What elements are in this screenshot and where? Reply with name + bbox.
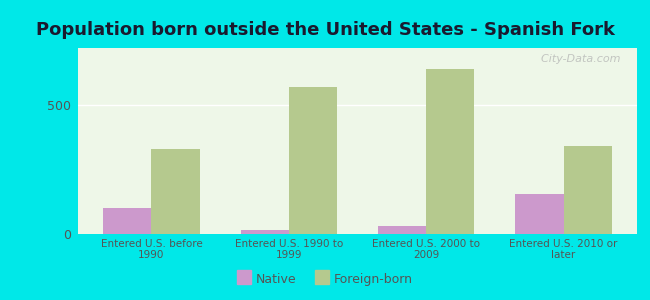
Bar	[289, 87, 337, 234]
Bar	[564, 146, 612, 234]
Bar	[240, 230, 289, 234]
Bar	[378, 226, 426, 234]
Text: City-Data.com: City-Data.com	[534, 54, 620, 64]
Bar	[515, 194, 564, 234]
Legend: Native, Foreign-born: Native, Foreign-born	[232, 268, 418, 291]
Bar	[426, 69, 474, 234]
Text: Population born outside the United States - Spanish Fork: Population born outside the United State…	[36, 21, 614, 39]
Bar	[151, 149, 200, 234]
Bar	[103, 208, 151, 234]
